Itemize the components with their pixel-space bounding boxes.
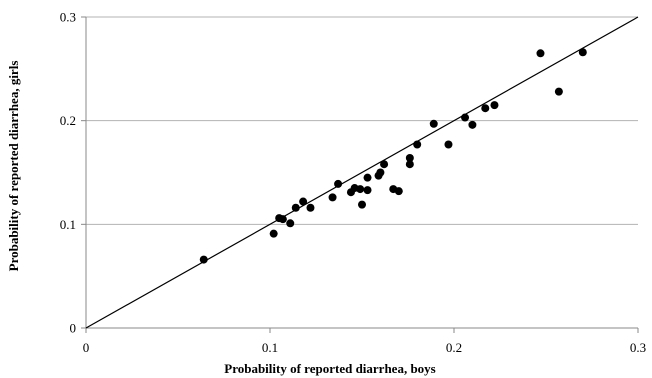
x-tick-label-1: 0.1	[262, 340, 278, 355]
tick-marks	[81, 16, 639, 333]
x-tick-label-2: 0.2	[446, 340, 462, 355]
data-point-0	[199, 255, 208, 264]
y-tick-label-0: 0	[70, 321, 77, 336]
data-point-24	[429, 119, 438, 128]
y-tick-label-3: 0.3	[60, 10, 76, 25]
axes	[85, 17, 638, 329]
data-point-8	[328, 193, 337, 202]
x-tick-labels: 0 0.1 0.2 0.3	[83, 340, 646, 355]
y-tick-labels: 0 0.1 0.2 0.3	[60, 10, 76, 336]
data-point-17	[376, 168, 385, 177]
data-point-9	[334, 179, 343, 188]
data-point-26	[461, 113, 470, 122]
data-point-28	[481, 104, 490, 113]
reference-line	[85, 16, 639, 329]
data-point-25	[444, 140, 453, 149]
y-tick-label-2: 0.2	[60, 113, 76, 128]
data-point-13	[358, 200, 366, 209]
data-point-20	[394, 187, 403, 196]
data-point-1	[269, 229, 278, 238]
x-tick-label-3: 0.3	[630, 340, 646, 355]
data-point-31	[554, 87, 563, 96]
data-point-18	[380, 160, 389, 169]
y-axis-title: Probability of reported diarrhea, girls	[6, 61, 21, 272]
data-point-7	[306, 203, 315, 212]
data-point-22	[405, 160, 414, 169]
y-tick-label-1: 0.1	[60, 217, 76, 232]
data-point-29	[490, 101, 499, 110]
data-points	[199, 48, 587, 264]
data-point-3	[278, 215, 287, 224]
data-point-27	[468, 120, 477, 129]
x-axis-title: Probability of reported diarrhea, boys	[224, 361, 436, 376]
data-point-23	[413, 140, 422, 149]
data-point-12	[356, 185, 365, 194]
data-point-5	[291, 203, 300, 212]
data-point-32	[578, 48, 587, 57]
data-point-6	[299, 197, 308, 206]
gridlines	[86, 16, 638, 225]
x-tick-label-0: 0	[83, 340, 90, 355]
data-point-15	[363, 186, 372, 195]
data-point-4	[286, 219, 295, 228]
data-point-14	[363, 173, 372, 182]
data-point-21	[405, 153, 414, 162]
data-point-30	[536, 49, 545, 58]
